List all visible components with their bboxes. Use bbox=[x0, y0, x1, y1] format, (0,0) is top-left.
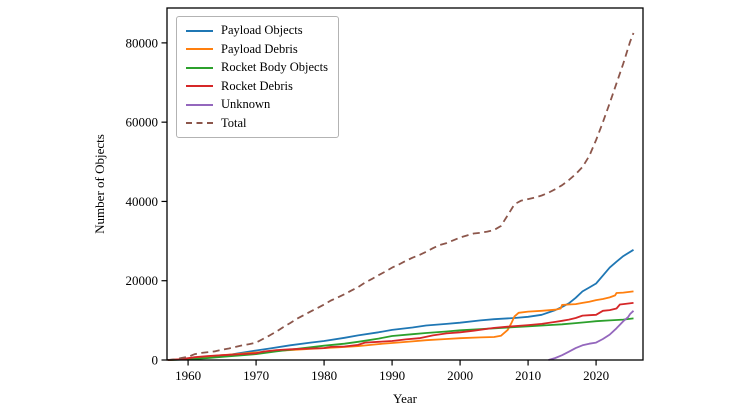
y-axis-label: Number of Objects bbox=[92, 134, 107, 234]
x-axis-ticks: 1960 1970 1980 1990 2000 2010 2020 bbox=[175, 360, 609, 383]
legend-label: Total bbox=[221, 115, 247, 130]
legend-item-rocket-debris: Rocket Debris bbox=[186, 78, 328, 96]
x-axis-label: Year bbox=[393, 391, 418, 406]
legend-line-sample bbox=[186, 85, 213, 88]
x-tick-label: 2000 bbox=[447, 368, 473, 383]
y-axis-ticks: 0 20000 40000 60000 80000 bbox=[126, 35, 167, 368]
legend-item-unknown: Unknown bbox=[186, 96, 328, 114]
y-tick-label: 60000 bbox=[126, 115, 159, 130]
series-line-total bbox=[167, 32, 635, 361]
legend-line-sample bbox=[186, 122, 213, 125]
x-tick-label: 1980 bbox=[311, 368, 337, 383]
x-tick-label: 1960 bbox=[175, 368, 201, 383]
legend-item-payload-debris: Payload Debris bbox=[186, 41, 328, 59]
plot-lines bbox=[167, 32, 635, 361]
x-tick-label: 2010 bbox=[515, 368, 541, 383]
x-tick-label: 1990 bbox=[379, 368, 405, 383]
legend: Payload Objects Payload Debris Rocket Body… bbox=[176, 16, 339, 138]
legend-label: Rocket Body Objects bbox=[221, 60, 328, 74]
y-tick-label: 20000 bbox=[126, 273, 159, 288]
legend-item-payload-objects: Payload Objects bbox=[186, 22, 328, 40]
y-tick-label: 0 bbox=[152, 353, 159, 368]
legend-label: Payload Objects bbox=[221, 23, 303, 37]
series-line-rocket-debris bbox=[167, 302, 634, 361]
y-tick-label: 80000 bbox=[126, 35, 159, 50]
legend-line-sample bbox=[186, 48, 213, 51]
series-line-payload-debris bbox=[167, 290, 634, 361]
legend-label: Payload Debris bbox=[221, 41, 298, 56]
legend-label: Unknown bbox=[221, 97, 271, 111]
legend-item-rocket-body-objects: Rocket Body Objects bbox=[186, 59, 328, 77]
x-tick-label: 2020 bbox=[583, 368, 609, 383]
legend-line-sample bbox=[186, 29, 213, 32]
axes-frame bbox=[166, 7, 644, 361]
legend-line-sample bbox=[186, 66, 213, 69]
legend-line-sample bbox=[186, 103, 213, 106]
legend-item-total: Total bbox=[186, 115, 328, 133]
legend-label: Rocket Debris bbox=[221, 78, 293, 93]
x-tick-label: 1970 bbox=[243, 368, 269, 383]
series-line-unknown bbox=[548, 310, 635, 361]
y-tick-label: 40000 bbox=[126, 194, 159, 209]
series-line-payload-objects bbox=[167, 249, 634, 361]
